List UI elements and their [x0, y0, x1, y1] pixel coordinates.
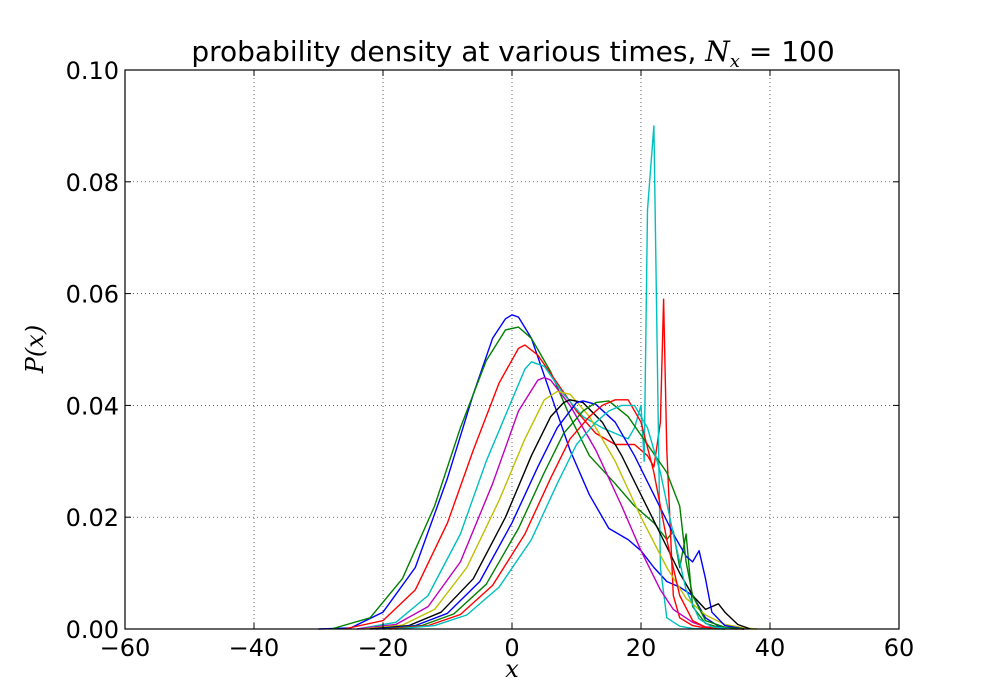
y-tick-label: 0.06: [66, 281, 119, 309]
series-layer: [318, 125, 758, 630]
series-line-10: [389, 399, 725, 630]
series-line-5: [357, 376, 745, 630]
y-tick-label: 0.04: [66, 392, 119, 420]
chart-title: probability density at various times, Nx…: [191, 35, 834, 72]
x-tick-label: 40: [755, 634, 786, 662]
series-line-4: [357, 125, 725, 630]
x-tick-label: −60: [100, 634, 151, 662]
x-tick-label: −40: [229, 634, 280, 662]
y-tick-label: 0.10: [66, 57, 119, 85]
y-tick-label: 0.02: [66, 504, 119, 532]
chart-title-text: probability density at various times,: [191, 35, 705, 68]
chart-title-math-sub: x: [730, 51, 740, 72]
x-axis-label: x: [505, 655, 519, 683]
tick-layer: −60 −40 −20 0 20 40 60 0.00 0.02 0.04 0.06 0.08 0.10: [66, 57, 915, 662]
series-line-3: [344, 298, 738, 630]
chart-title-equation: = 100: [740, 35, 835, 68]
y-tick-label: 0.00: [66, 616, 119, 644]
series-line-8: [376, 400, 745, 630]
x-tick-label: 60: [884, 634, 915, 662]
x-tick-label: 0: [504, 634, 519, 662]
chart-title-math: N: [704, 35, 731, 68]
series-line-9: [382, 400, 745, 630]
y-tick-label: 0.08: [66, 169, 119, 197]
grid-layer: [125, 70, 899, 629]
series-line-7: [370, 399, 751, 630]
y-axis-label: P(x): [21, 325, 49, 374]
series-line-6: [363, 390, 758, 630]
x-tick-label: −20: [358, 634, 409, 662]
series-line-1: [318, 314, 732, 630]
x-tick-label: 20: [626, 634, 657, 662]
series-line-11: [395, 404, 732, 630]
